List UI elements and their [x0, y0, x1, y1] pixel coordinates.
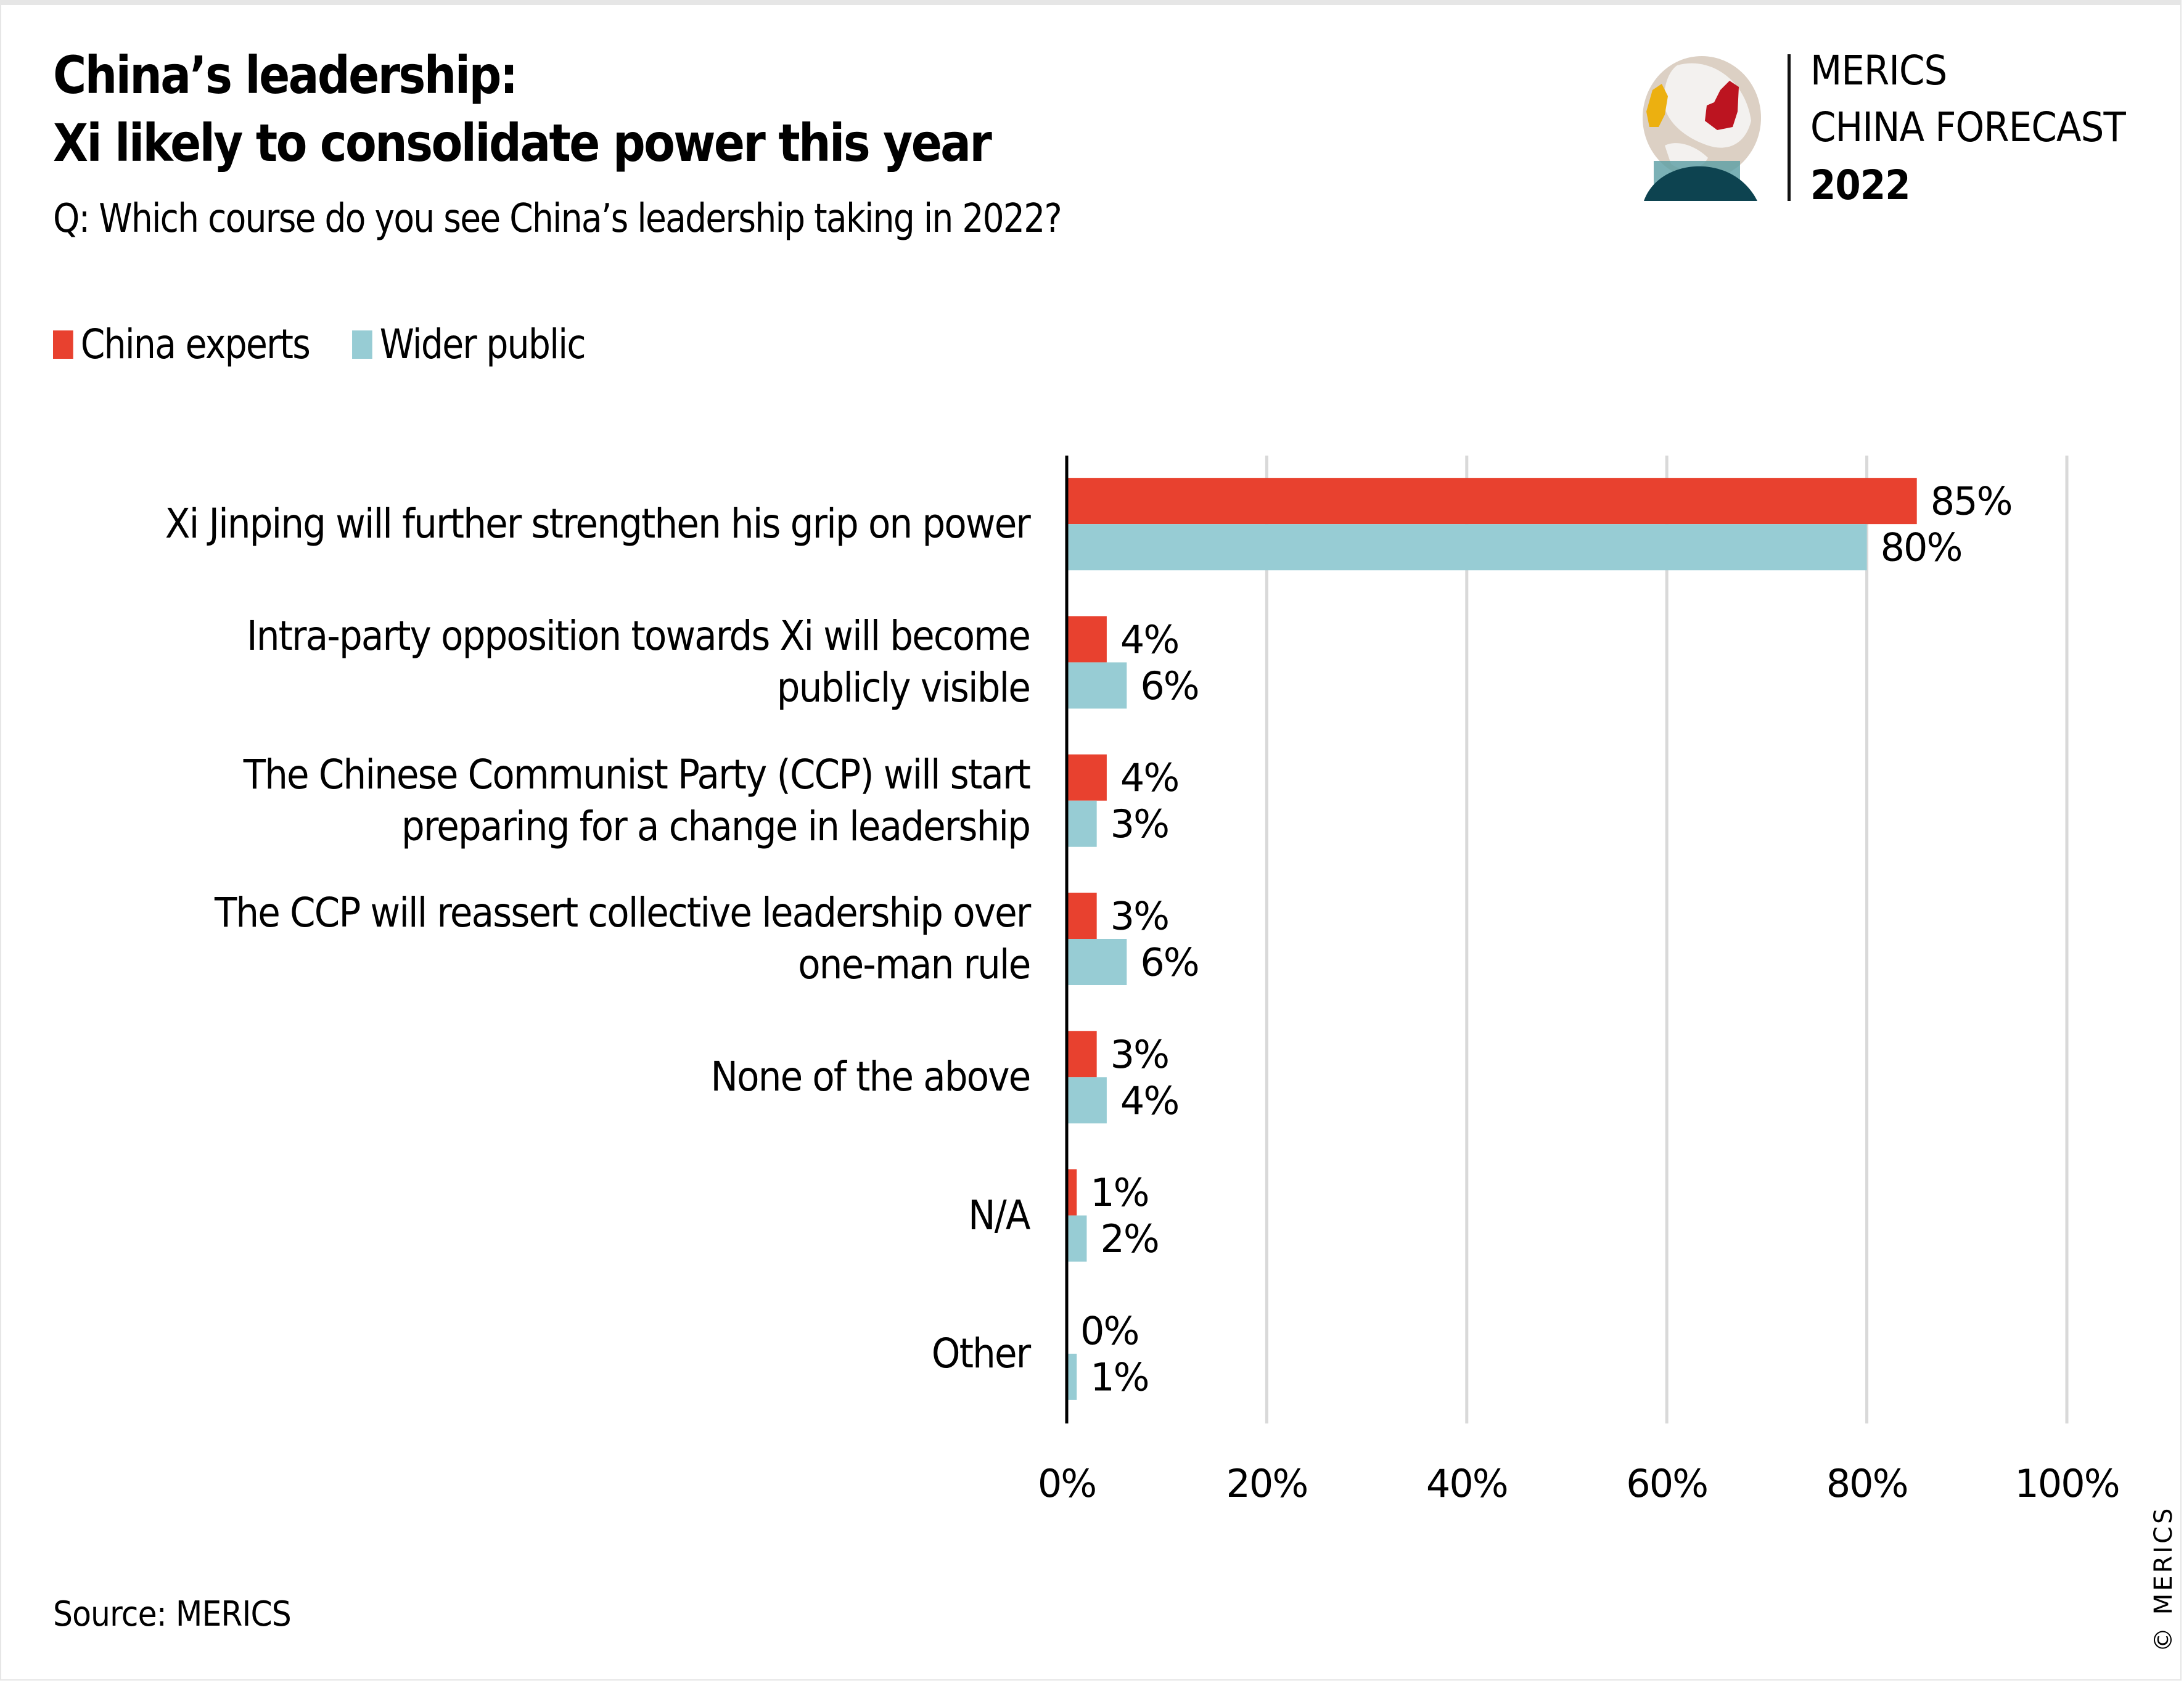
category-label-line: None of the above	[710, 1053, 1031, 1101]
data-label: 3%	[1110, 1032, 1168, 1077]
category-label-line: preparing for a change in leadership	[401, 802, 1031, 850]
logo-text-year: 2022	[1810, 162, 1911, 209]
logo-text-china-forecast: CHINA FORECAST	[1810, 104, 2126, 151]
bar-wider-public	[1067, 1215, 1087, 1262]
chart-title-line1: China’s leadership:	[53, 45, 518, 105]
category-label-line: Xi Jinping will further strengthen his g…	[165, 500, 1031, 548]
bar-china-experts	[1067, 1031, 1097, 1078]
data-label: 4%	[1120, 617, 1178, 662]
category-label: The CCP will reassert collective leaders…	[214, 887, 1030, 991]
data-label: 3%	[1110, 801, 1168, 846]
data-label: 4%	[1120, 755, 1178, 800]
category-label-line: one-man rule	[797, 941, 1031, 988]
x-tick-label: 80%	[1826, 1461, 1908, 1506]
chart-title-line2: Xi likely to consolidate power this year	[53, 113, 992, 173]
data-label: 85%	[1931, 479, 2012, 524]
copyright-note: © MERICS	[2149, 1505, 2178, 1652]
data-label: 1%	[1090, 1354, 1148, 1399]
x-tick-label: 40%	[1426, 1461, 1508, 1506]
bar-wider-public	[1067, 1077, 1107, 1124]
data-label: 6%	[1140, 940, 1198, 985]
category-label-line: Intra-party opposition towards Xi will b…	[246, 612, 1031, 660]
x-tick-label: 100%	[2014, 1461, 2119, 1506]
x-tick-label: 20%	[1226, 1461, 1307, 1506]
legend-swatch-wider-public	[351, 330, 372, 359]
category-label-line: The CCP will reassert collective leaders…	[214, 889, 1030, 936]
source-note: Source: MERICS	[53, 1594, 292, 1634]
bar-china-experts	[1067, 1169, 1077, 1216]
category-label: Xi Jinping will further strengthen his g…	[165, 498, 1031, 550]
legend-label-china-experts: China experts	[80, 321, 311, 368]
category-label: N/A	[968, 1190, 1030, 1242]
data-label: 1%	[1090, 1170, 1148, 1215]
bar-wider-public	[1067, 662, 1127, 709]
bar-china-experts	[1067, 893, 1097, 939]
x-tick-label: 0%	[1038, 1461, 1096, 1506]
bar-wider-public	[1067, 524, 1867, 571]
legend-swatch-china-experts	[53, 330, 73, 359]
bar-wider-public	[1067, 939, 1127, 985]
category-label-line: publicly visible	[776, 664, 1031, 712]
category-label-line: N/A	[968, 1191, 1030, 1239]
logo-text-merics: MERICS	[1810, 47, 1947, 94]
bar-china-experts	[1067, 478, 1917, 525]
category-label-line: The Chinese Communist Party (CCP) will s…	[243, 750, 1031, 798]
bar-china-experts	[1067, 616, 1107, 663]
category-label: The Chinese Communist Party (CCP) will s…	[243, 749, 1031, 853]
legend-item-china-experts: China experts	[53, 321, 311, 368]
category-label: Other	[931, 1328, 1030, 1380]
data-label: 6%	[1140, 663, 1198, 708]
category-label-line: Other	[931, 1329, 1030, 1377]
bar-china-experts	[1067, 754, 1107, 801]
category-label: Intra-party opposition towards Xi will b…	[246, 610, 1031, 714]
category-label: None of the above	[710, 1051, 1031, 1103]
data-label: 4%	[1120, 1078, 1178, 1123]
chart-legend: China experts Wider public	[53, 321, 628, 368]
logo-divider	[1788, 54, 1791, 201]
bar-wider-public	[1067, 800, 1097, 847]
legend-item-wider-public: Wider public	[351, 321, 586, 368]
chart-subtitle: Q: Which course do you see China’s leade…	[53, 196, 1062, 242]
x-tick-label: 60%	[1626, 1461, 1707, 1506]
data-label: 80%	[1881, 525, 1962, 570]
data-label: 3%	[1110, 894, 1168, 939]
data-label: 2%	[1100, 1216, 1158, 1261]
legend-label-wider-public: Wider public	[379, 321, 586, 368]
globe-icon	[1643, 56, 1761, 201]
data-label: 0%	[1080, 1308, 1138, 1353]
bar-wider-public	[1067, 1353, 1077, 1400]
